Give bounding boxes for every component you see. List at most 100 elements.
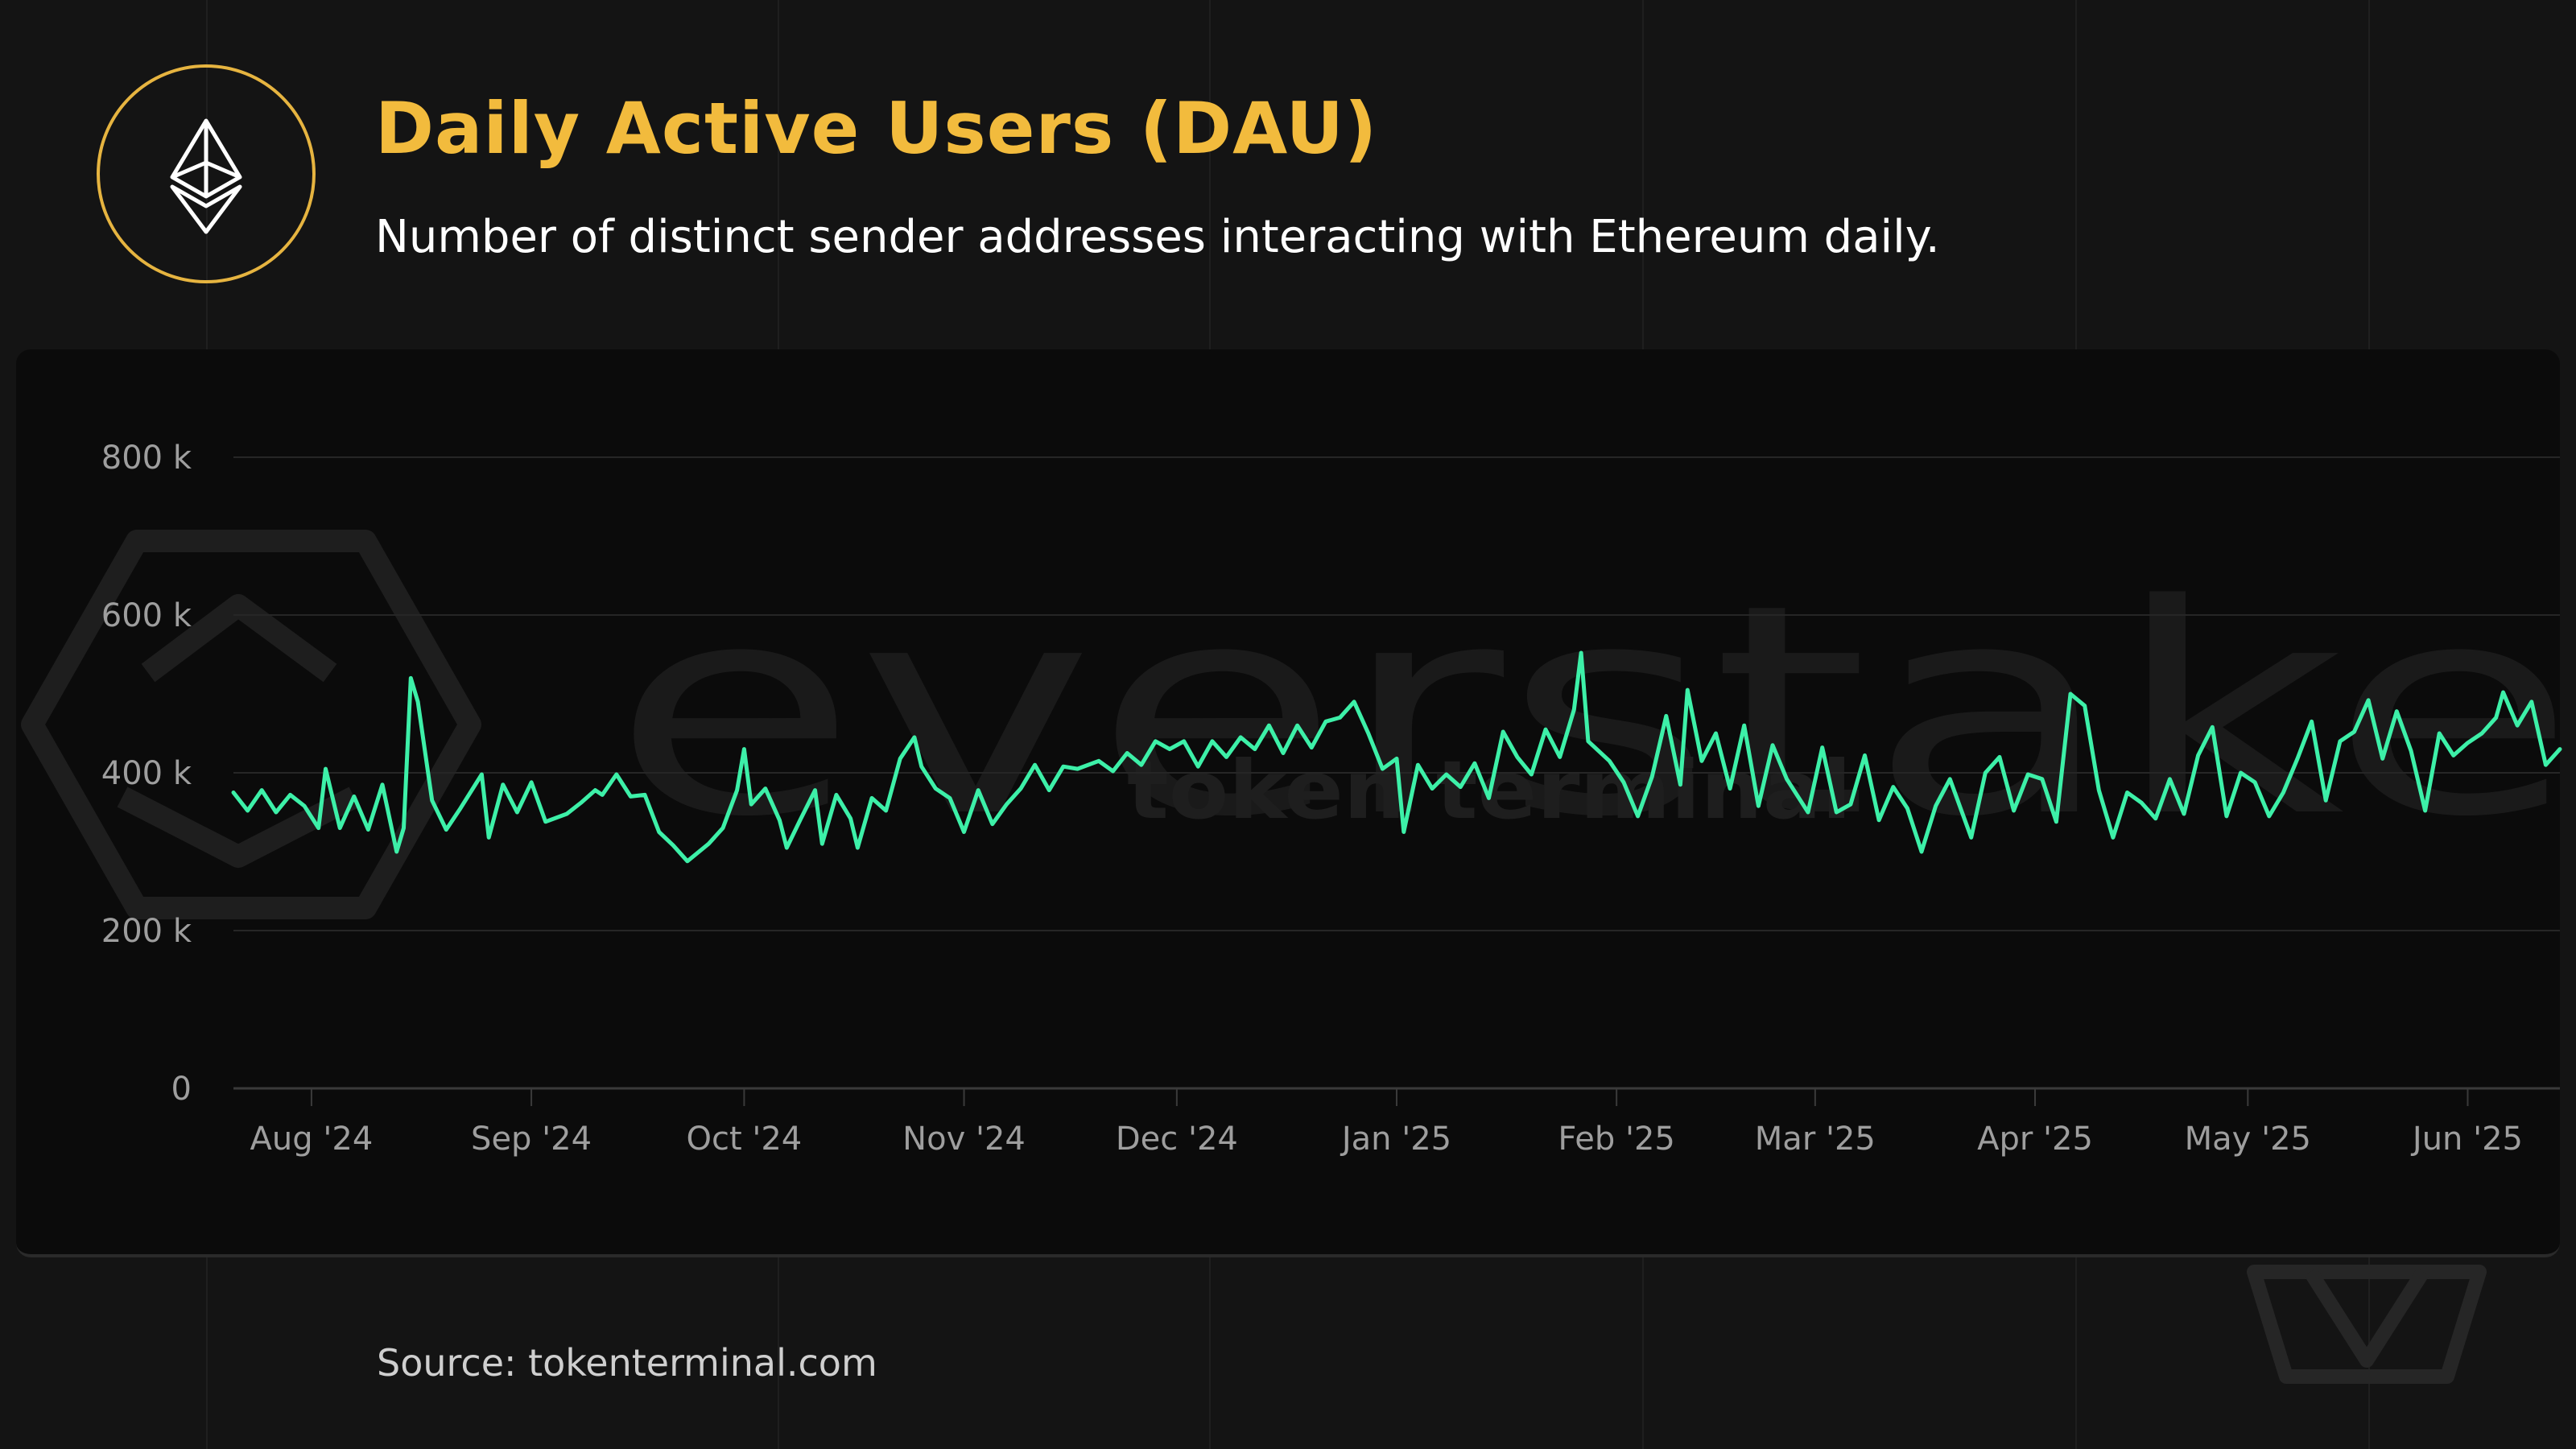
y-tick-label: 800 k [101, 440, 192, 477]
data-point [871, 797, 873, 799]
data-point [431, 799, 433, 801]
data-point [899, 758, 901, 759]
data-point [1921, 851, 1922, 852]
data-point [2226, 815, 2227, 817]
data-point [800, 818, 802, 819]
data-point [2240, 772, 2242, 774]
data-point [1076, 768, 1079, 770]
data-point [1325, 720, 1327, 722]
x-tick-label: Oct '24 [686, 1121, 802, 1158]
x-tick-label: Nov '24 [902, 1121, 1026, 1158]
data-point [1850, 803, 1852, 805]
data-point [750, 803, 752, 805]
data-point [1949, 778, 1951, 780]
data-point [1822, 747, 1823, 749]
data-point [2112, 836, 2114, 838]
chart-series [231, 650, 2562, 864]
data-point [2410, 749, 2412, 752]
y-tick-label: 200 k [101, 913, 192, 950]
data-point [1864, 754, 1866, 757]
data-point [2169, 778, 2170, 780]
data-point [1474, 762, 1476, 764]
data-point [1835, 811, 1837, 813]
data-point [2183, 813, 2185, 815]
data-point [502, 784, 504, 786]
data-point [630, 795, 632, 798]
data-point [1807, 811, 1809, 813]
data-point [1020, 788, 1022, 790]
data-point [1701, 760, 1703, 762]
data-point [2268, 815, 2270, 817]
data-point [977, 789, 979, 791]
data-point [1311, 747, 1312, 749]
data-point [1353, 701, 1355, 703]
data-point [545, 821, 547, 823]
x-tick-label: Feb '25 [1558, 1121, 1674, 1158]
data-point [417, 701, 419, 703]
data-point [2353, 731, 2355, 733]
data-point [2382, 758, 2384, 759]
everstake-logo-watermark [21, 530, 481, 919]
data-point [1381, 768, 1383, 770]
data-point [247, 810, 249, 811]
page-subtitle: Number of distinct sender addresses inte… [375, 211, 1940, 263]
data-point [396, 851, 398, 852]
ethereum-logo [97, 64, 316, 283]
data-point [303, 805, 305, 807]
data-point [1786, 778, 1788, 780]
data-point [1225, 756, 1228, 758]
data-point [1005, 803, 1007, 805]
data-point [1297, 724, 1298, 726]
data-point [921, 766, 923, 767]
data-point [2453, 754, 2454, 757]
data-point [2055, 821, 2058, 823]
data-point [353, 795, 355, 798]
data-point [445, 828, 447, 831]
dau-series-line [231, 650, 2562, 864]
x-tick-label: May '25 [2185, 1121, 2311, 1158]
data-point [594, 789, 596, 791]
data-point [1935, 805, 1937, 807]
data-point [324, 768, 327, 770]
chart-panel [16, 349, 2560, 1257]
data-point [275, 811, 277, 813]
x-tick-label: Aug '24 [250, 1121, 374, 1158]
data-point [1559, 756, 1561, 758]
data-point [2084, 705, 2086, 707]
data-point [1034, 764, 1036, 766]
data-point [2211, 726, 2213, 728]
data-point [1906, 807, 1908, 809]
x-tick-label: Jun '25 [2410, 1121, 2523, 1158]
data-point [1651, 776, 1653, 778]
data-point [516, 811, 518, 813]
data-point [1757, 805, 1759, 807]
data-point [2467, 742, 2469, 744]
data-point [2041, 778, 2043, 780]
ethereum-icon [170, 118, 242, 234]
data-point [1573, 709, 1575, 711]
x-tick-label: Sep '24 [471, 1121, 592, 1158]
data-point [2545, 764, 2546, 766]
data-point [1679, 784, 1682, 786]
y-axis-labels: 0 200 k 400 k 600 k 800 k [101, 440, 192, 1108]
data-point [1197, 766, 1199, 767]
data-point [1098, 760, 1100, 762]
data-point [2126, 791, 2128, 794]
x-tick-label: Dec '24 [1116, 1121, 1238, 1158]
data-point [1431, 788, 1433, 790]
data-point [778, 819, 781, 821]
data-point [1637, 815, 1639, 817]
data-point [1396, 758, 1397, 759]
page-title: Daily Active Users (DAU) [375, 87, 1378, 170]
data-point [1545, 729, 1546, 730]
data-point [2155, 818, 2157, 819]
data-point [2531, 701, 2533, 703]
data-point [1984, 772, 1986, 774]
data-point [2516, 724, 2518, 726]
data-point [1580, 652, 1582, 654]
x-tick-label: Mar '25 [1755, 1121, 1876, 1158]
watermark: everstake token terminal [21, 530, 2576, 919]
data-point [566, 813, 568, 815]
data-point [765, 788, 766, 790]
data-point [1999, 756, 2000, 758]
